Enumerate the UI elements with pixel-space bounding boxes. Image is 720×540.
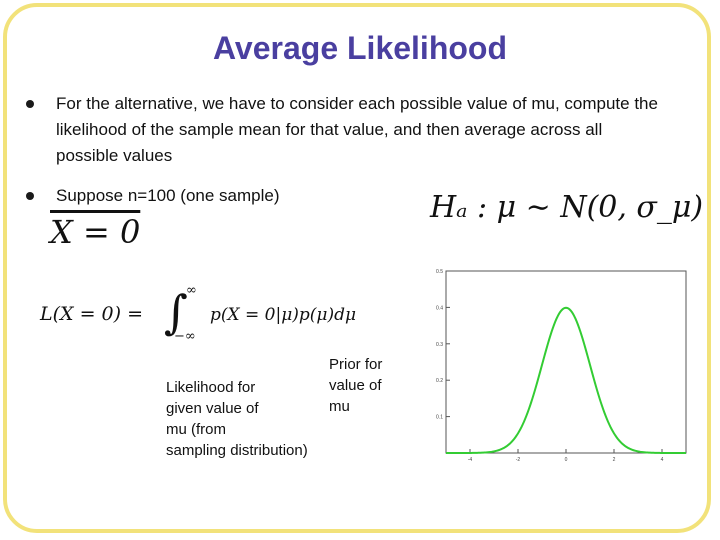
like-line-2: given value of <box>166 400 259 417</box>
like-line-3: mu (from <box>166 421 226 438</box>
likelihood-label: Likelihood for given value of mu (from s… <box>166 377 308 461</box>
x-axis-ticks: -4 -2 0 2 4 <box>468 449 664 463</box>
y-tick-label: 0.1 <box>436 415 443 421</box>
x-tick-label: 0 <box>565 457 568 463</box>
bullet-dot-2 <box>26 192 34 200</box>
equation-xbar: X = 0 <box>50 213 140 251</box>
slide-frame <box>3 3 711 533</box>
normal-curve-line <box>446 306 686 454</box>
x-tick-label: -2 <box>516 457 521 463</box>
prior-label: Prior for value of mu <box>329 354 382 417</box>
y-axis-ticks: 0.1 0.2 0.3 0.4 0.5 <box>436 269 450 421</box>
prior-line-2: value of <box>329 377 382 394</box>
plot-area <box>445 270 687 454</box>
y-tick-label: 0.3 <box>436 342 443 348</box>
integral-sign: ∫ <box>164 285 188 339</box>
bullet-text-1: For the alternative, we have to consider… <box>56 94 658 165</box>
integral-upper: ∞ <box>186 283 197 298</box>
slide-title: Average Likelihood <box>213 30 507 66</box>
y-tick-label: 0.5 <box>436 269 443 275</box>
equation-integral: L(X = 0) = ∫ ∞ −∞ p(X = 0|μ)p(μ)dμ <box>40 283 390 347</box>
prior-distribution-chart: 0.1 0.2 0.3 0.4 0.5 -4 -2 0 2 4 <box>436 269 687 463</box>
integrand: p(X = 0|μ)p(μ)dμ <box>210 305 357 325</box>
y-tick-label: 0.2 <box>436 378 443 384</box>
equation-hypothesis: Hₐ : μ ∼ N(0, σ_μ) <box>430 190 704 225</box>
bullet-dot-1 <box>26 100 34 108</box>
like-line-4: sampling distribution) <box>166 442 308 459</box>
integral-lhs: L(X = 0) = <box>40 303 144 325</box>
x-tick-label: -4 <box>468 457 473 463</box>
like-line-1: Likelihood for <box>166 379 256 396</box>
prior-line-3: mu <box>329 398 350 415</box>
y-tick-label: 0.4 <box>436 305 443 311</box>
bullet-text-2: Suppose n=100 (one sample) <box>56 186 280 205</box>
x-tick-label: 4 <box>661 457 664 463</box>
prior-line-1: Prior for <box>329 356 383 373</box>
xbar-text: X = 0 <box>50 213 141 251</box>
x-tick-label: 2 <box>613 457 616 463</box>
integral-lower: −∞ <box>174 329 196 344</box>
